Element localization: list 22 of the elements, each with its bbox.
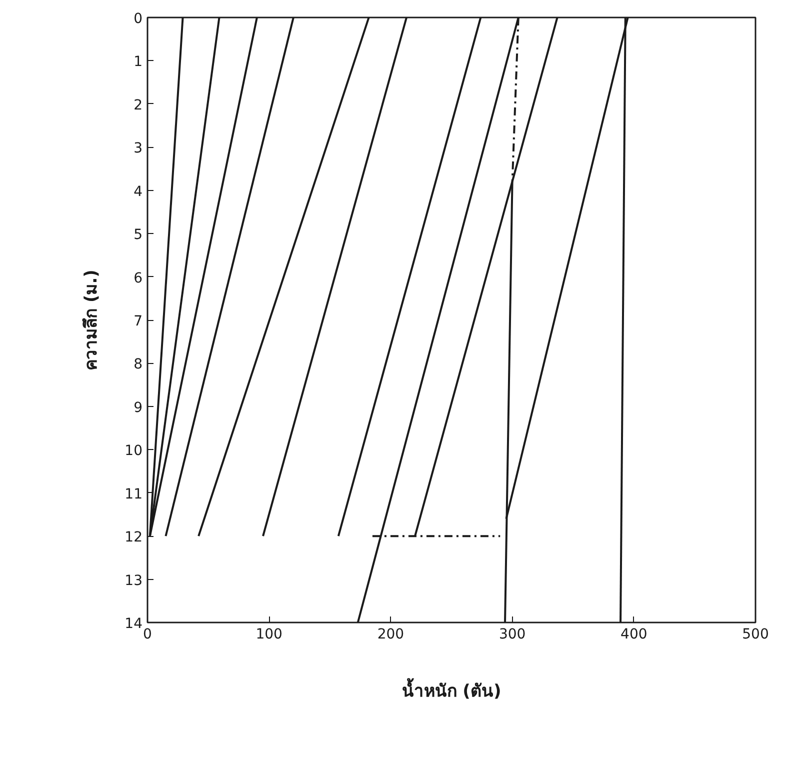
y-tick-label: 6	[134, 270, 143, 286]
y-tick-label: 2	[134, 97, 143, 114]
y-tick-label: 9	[134, 400, 143, 416]
x-tick-label: 100	[256, 626, 282, 642]
y-tick-label: 0	[134, 11, 143, 27]
y-tick-label: 10	[124, 443, 143, 460]
y-tick-label: 13	[124, 572, 143, 589]
y-tick-label: 5	[134, 227, 143, 244]
x-axis-title: น้ำหนัก (ตัน)	[402, 678, 502, 702]
y-tick-label: 3	[134, 140, 143, 157]
x-tick-label: 500	[742, 626, 769, 642]
y-axis-title: ความลึก (ม.)	[82, 270, 102, 370]
y-tick-label: 11	[124, 486, 143, 502]
x-tick-label: 200	[377, 626, 404, 642]
x-tick-label: 300	[498, 626, 526, 642]
x-tick-label: 400	[620, 626, 648, 642]
y-tick-label: 8	[134, 356, 143, 373]
y-tick-label: 4	[134, 184, 143, 200]
y-tick-label: 14	[124, 616, 143, 632]
y-tick-label: 1	[134, 54, 143, 70]
y-tick-label: 12	[124, 530, 143, 546]
y-tick-label: 7	[134, 314, 143, 330]
